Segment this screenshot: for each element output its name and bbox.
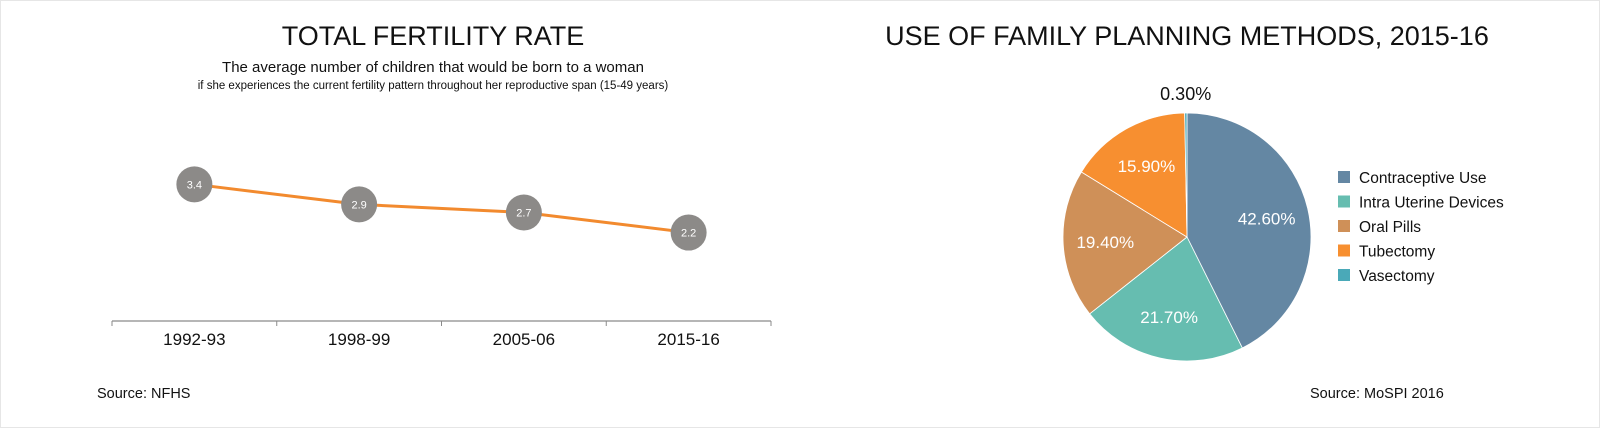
legend-label: Intra Uterine Devices <box>1359 195 1504 212</box>
x-tick-label: 1992-93 <box>163 330 225 349</box>
legend-swatch <box>1338 171 1350 183</box>
data-point <box>670 214 707 251</box>
data-point <box>341 186 378 223</box>
legend-swatch <box>1338 195 1350 208</box>
pie-slice <box>1186 112 1312 349</box>
line-layer: 1992-93 1998-99 2005-06 2015-16 3.4 2.9 2.7 2.2 <box>111 166 772 349</box>
pie-slice <box>1062 171 1188 315</box>
fertility-line <box>194 182 689 235</box>
x-tick-label: 2015-16 <box>657 330 719 349</box>
x-tick-label: 2005-06 <box>493 330 555 349</box>
family-planning-chart-title: USE OF FAMILY PLANNING METHODS, 2015-16 <box>885 21 1489 51</box>
data-point-label: 2.9 <box>351 199 366 211</box>
fertility-chart-title: TOTAL FERTILITY RATE <box>282 21 585 51</box>
x-tick-label: 1998-99 <box>328 330 390 349</box>
pie-legend: Contraceptive Use Intra Uterine Devices Or… <box>1338 170 1504 285</box>
legend-label: Contraceptive Use <box>1359 170 1487 187</box>
legend-swatch <box>1338 269 1350 281</box>
pie-slice <box>1184 112 1188 238</box>
legend-label: Tubectomy <box>1359 244 1435 261</box>
pie-slice-label: 42.60% <box>1238 209 1296 228</box>
pie-slice-label: 0.30% <box>1160 84 1211 104</box>
pie-slice-label: 21.70% <box>1140 308 1198 327</box>
legend-label: Vasectomy <box>1359 268 1435 285</box>
fertility-chart-subtitle-note: if she experiences the current fertility… <box>198 80 669 92</box>
data-point-label: 2.7 <box>516 207 531 219</box>
data-point-label: 2.2 <box>681 228 696 240</box>
legend-swatch <box>1338 244 1350 257</box>
family-planning-chart: USE OF FAMILY PLANNING METHODS, 2015-16 … <box>885 21 1504 402</box>
family-planning-source: Source: MoSPI 2016 <box>1310 386 1444 402</box>
pie-slice-label: 15.90% <box>1118 157 1176 176</box>
pie-slice-label: 19.40% <box>1076 233 1134 252</box>
legend-swatch <box>1338 220 1350 232</box>
legend-label: Oral Pills <box>1359 219 1421 236</box>
pie-slice <box>1089 236 1243 362</box>
data-point <box>505 194 542 231</box>
fertility-chart: TOTAL FERTILITY RATE The average number … <box>97 21 772 402</box>
data-point <box>176 166 213 203</box>
pie-slice <box>1080 112 1188 238</box>
fertility-source: Source: NFHS <box>97 386 190 402</box>
pie-layer: 42.60% 21.70% 19.40% 15.90% 0.30% <box>1062 84 1312 362</box>
data-point-label: 3.4 <box>187 179 202 191</box>
fertility-chart-subtitle: The average number of children that woul… <box>222 59 644 76</box>
